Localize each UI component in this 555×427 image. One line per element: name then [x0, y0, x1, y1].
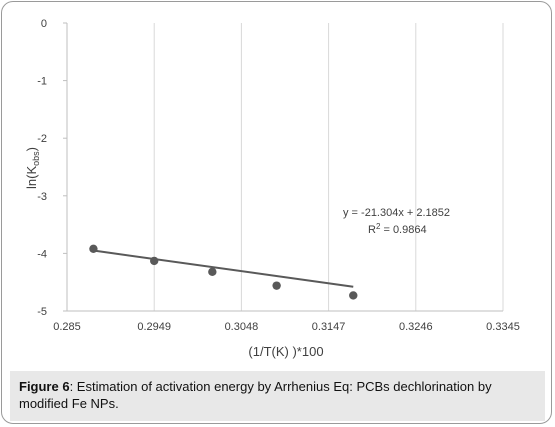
data-point	[89, 244, 98, 253]
figure-caption: Figure 6: Estimation of activation energ…	[10, 371, 545, 421]
x-tick-label: 0.2949	[137, 321, 171, 333]
y-axis-title: ln(Kobs)	[24, 147, 41, 189]
x-tick-label: 0.3246	[399, 321, 433, 333]
axes	[63, 22, 503, 312]
y-tick-labels: 0 -1 -2 -3 -4 -5	[37, 18, 47, 318]
caption-label: Figure 6	[19, 379, 70, 394]
x-tick-label: 0.3147	[312, 321, 346, 333]
x-tick-label: 0.3345	[486, 321, 520, 333]
y-tick-label: -3	[37, 191, 47, 203]
trendline-group	[93, 249, 354, 288]
y-tick-label: -5	[37, 306, 47, 318]
caption-text: : Estimation of activation energy by Arr…	[19, 379, 492, 411]
data-point	[349, 291, 358, 300]
r-squared-label: R2 = 0.9864	[368, 222, 427, 236]
x-tick-label: 0.3048	[225, 321, 259, 333]
y-tick-label: -4	[37, 248, 47, 260]
equation-label: y = -21.304x + 2.1852	[343, 207, 450, 219]
trendline	[93, 249, 354, 288]
y-tick-label: 0	[41, 18, 47, 30]
data-point	[272, 281, 281, 290]
x-tick-labels: 0.285 0.2949 0.3048 0.3147 0.3246 0.3345	[53, 321, 520, 333]
x-tick-label: 0.285	[53, 321, 81, 333]
y-tick-label: -1	[37, 76, 47, 88]
gridlines	[153, 23, 504, 311]
data-point	[150, 256, 159, 266]
y-tick-label: -2	[37, 133, 47, 145]
data-point	[208, 267, 217, 277]
x-axis-title: (1/T(K) )*100	[248, 344, 323, 359]
data-points	[89, 244, 358, 300]
